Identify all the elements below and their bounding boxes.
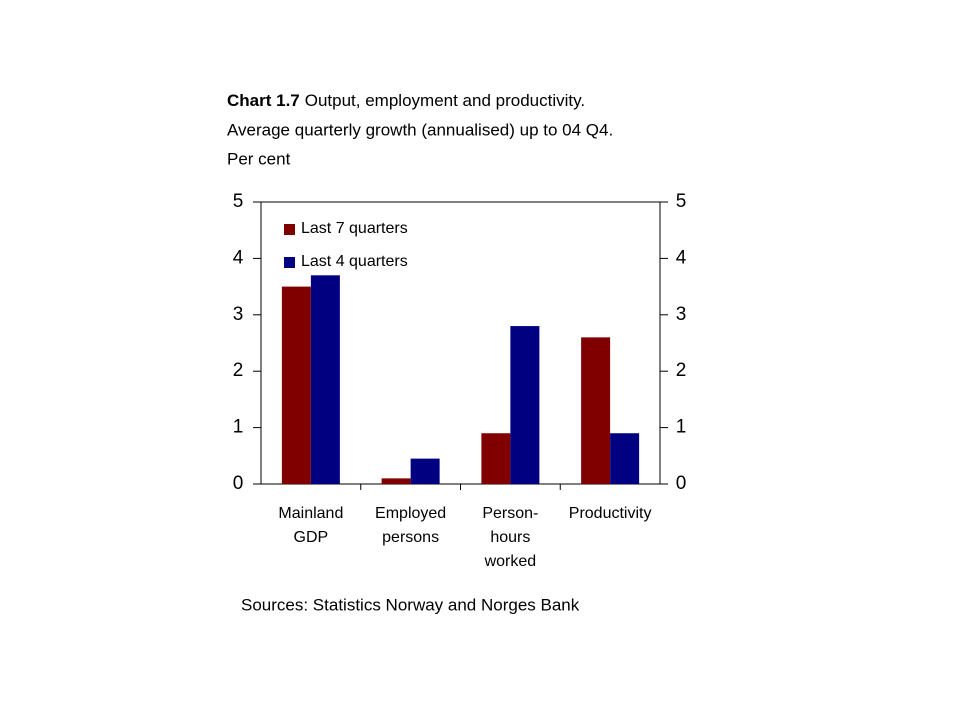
y-tick-label: 5 (233, 191, 244, 212)
bar (610, 433, 640, 484)
y-tick-label: 0 (233, 473, 244, 494)
subtitle: Per cent (227, 149, 291, 168)
subtitle: Average quarterly growth (annualised) up… (227, 120, 613, 139)
x-tick-label: hours (490, 529, 530, 546)
chart-title: Chart 1.7 Output, employment and producti… (227, 91, 585, 110)
x-tick-label: GDP (294, 529, 329, 546)
bar (410, 458, 440, 484)
bar (510, 326, 540, 484)
y2-tick-label: 1 (676, 417, 687, 438)
x-tick-label: persons (382, 529, 439, 546)
y2-tick-label: 0 (676, 473, 687, 494)
bar (381, 478, 411, 484)
x-tick-label: Employed (375, 505, 446, 522)
y2-tick-label: 5 (676, 191, 687, 212)
y-tick-label: 4 (233, 247, 244, 268)
y2-tick-label: 3 (676, 304, 687, 325)
x-tick-label: worked (484, 553, 537, 570)
legend-swatch (284, 224, 295, 235)
bar (581, 337, 611, 484)
x-tick-label: Person- (482, 505, 538, 522)
legend-label: Last 4 quarters (301, 253, 408, 270)
x-tick-label: Mainland (278, 505, 343, 522)
legend-label: Last 7 quarters (301, 220, 408, 237)
x-tick-label: Productivity (569, 505, 652, 522)
legend-swatch (284, 257, 295, 268)
y-tick-label: 2 (233, 360, 244, 381)
bar (481, 433, 511, 484)
bar (281, 286, 311, 484)
source: Sources: Statistics Norway and Norges Ba… (241, 595, 580, 614)
title-label: Chart 1.7 (227, 91, 300, 110)
title-text: Output, employment and productivity. (305, 91, 585, 110)
y-tick-label: 3 (233, 304, 244, 325)
y2-tick-label: 4 (676, 247, 687, 268)
bar (310, 275, 340, 484)
y-tick-label: 1 (233, 417, 244, 438)
y2-tick-label: 2 (676, 360, 687, 381)
